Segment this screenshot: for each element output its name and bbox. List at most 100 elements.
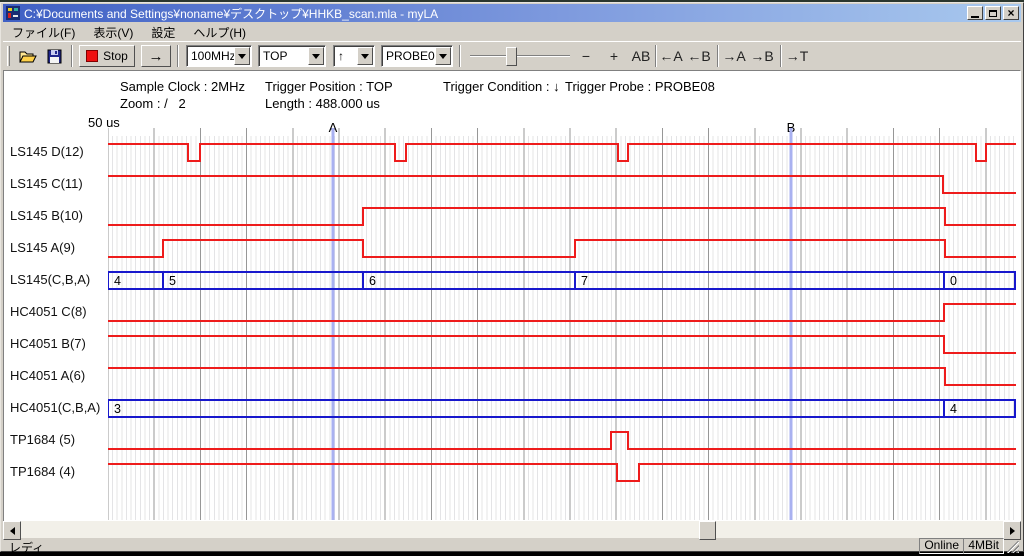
trigger-probe-value: PROBE00 — [386, 49, 435, 63]
waveform-2 — [108, 175, 1016, 194]
marker-label-b[interactable]: B — [786, 120, 796, 135]
horizontal-scrollbar[interactable] — [3, 521, 1021, 540]
waveform-plot[interactable]: 4 5 6 7 0 3 4 — [108, 128, 1016, 520]
toolbar-separator — [655, 45, 657, 67]
channel-label: LS145 C(11) — [10, 176, 83, 191]
online-status-badge: Online — [919, 538, 964, 554]
floppy-disk-icon — [47, 49, 62, 63]
waveform-3 — [108, 207, 1016, 226]
dropdown-button[interactable] — [308, 47, 324, 65]
dropdown-button[interactable] — [234, 47, 250, 65]
scrollbar-thumb[interactable] — [699, 521, 716, 540]
channel-label: HC4051 B(7) — [10, 336, 86, 351]
minimize-button[interactable] — [967, 6, 983, 20]
trigger-position-info: Trigger Position : TOP — [265, 79, 393, 94]
length-info: Length : 488.000 us — [265, 96, 380, 111]
zoom-slider-thumb[interactable] — [506, 47, 517, 66]
marker-b-right-button[interactable]: →B — [750, 48, 774, 64]
toolbar-grip[interactable] — [7, 46, 10, 66]
bus-value: 4 — [950, 402, 957, 416]
trigger-edge-value: ↑ — [338, 49, 344, 63]
menu-view[interactable]: 表示(V) — [93, 25, 134, 40]
open-file-button[interactable] — [15, 45, 40, 67]
trigger-edge-combo[interactable]: ↑ — [333, 45, 375, 67]
menu-file[interactable]: ファイル(F) — [12, 25, 76, 40]
marker-b-left-button[interactable]: ←B — [687, 48, 711, 64]
desktop-edge — [0, 0, 1024, 2]
toolbar-separator — [717, 45, 719, 67]
dropdown-button[interactable] — [357, 47, 373, 65]
bus-value: 5 — [169, 274, 176, 288]
menu-settings[interactable]: 設定 — [151, 25, 176, 40]
zoom-slider-track[interactable] — [470, 55, 570, 57]
waveform-10 — [108, 431, 1016, 450]
run-button[interactable]: → — [141, 45, 171, 67]
toolbar-separator — [459, 45, 461, 67]
app-icon — [6, 6, 20, 20]
sample-clock-value: 100MHz — [191, 49, 234, 63]
chevron-down-icon — [238, 53, 246, 59]
trigger-position-value: TOP — [263, 49, 288, 63]
marker-a-right-button[interactable]: →A — [722, 48, 746, 64]
trigger-probe-combo[interactable]: PROBE00 — [381, 45, 453, 67]
sample-clock-combo[interactable]: 100MHz — [186, 45, 252, 67]
open-folder-icon — [18, 51, 37, 62]
waveform-4 — [108, 239, 1016, 258]
channel-label: LS145 B(10) — [10, 208, 83, 223]
menu-bar: ファイル(F) 表示(V) 設定 ヘルプ(H) — [3, 23, 1021, 41]
trigger-condition-info: Trigger Condition : ↓ — [443, 79, 560, 94]
arrow-right-icon — [1009, 526, 1015, 535]
goto-trigger-button[interactable]: →T — [785, 48, 809, 64]
maximize-button[interactable] — [985, 6, 1001, 20]
run-arrow-icon: → — [148, 47, 164, 65]
trigger-probe-info: Trigger Probe : PROBE08 — [565, 79, 715, 94]
status-bar: レディ Online 4MBit — [3, 538, 1021, 555]
channel-label: LS145(C,B,A) — [10, 272, 91, 287]
toolbar-separator — [780, 45, 782, 67]
waveform-1 — [108, 143, 1016, 162]
bus-value: 7 — [581, 274, 588, 288]
stop-label: Stop — [103, 49, 128, 63]
scroll-right-button[interactable] — [1003, 521, 1021, 540]
waveform-7 — [108, 335, 1016, 354]
zoom-info: Zoom : / 2 — [120, 96, 186, 111]
channel-label: LS145 A(9) — [10, 240, 76, 255]
minimize-icon — [971, 16, 979, 18]
chevron-down-icon — [361, 53, 369, 59]
maximize-icon — [989, 9, 997, 17]
scroll-left-button[interactable] — [3, 521, 21, 540]
resize-grip[interactable] — [1007, 541, 1019, 553]
waveform-8 — [108, 367, 1016, 386]
marker-label-a[interactable]: A — [328, 120, 338, 135]
chevron-down-icon — [312, 53, 320, 59]
waveform-6 — [108, 303, 1016, 322]
zoom-ab-button[interactable]: AB — [631, 48, 651, 64]
bus-value: 0 — [950, 274, 957, 288]
menu-help[interactable]: ヘルプ(H) — [193, 25, 247, 40]
zoom-in-button[interactable]: + — [609, 48, 619, 64]
channel-label: HC4051 C(8) — [10, 304, 87, 319]
channel-label: TP1684 (4) — [10, 464, 76, 479]
marker-a-left-button[interactable]: ←A — [659, 48, 683, 64]
title-bar[interactable]: C:¥Documents and Settings¥noname¥デスクトップ¥… — [3, 4, 1021, 22]
channel-label: TP1684 (5) — [10, 432, 76, 447]
sample-clock-info: Sample Clock : 2MHz — [120, 79, 245, 94]
channel-label: HC4051 A(6) — [10, 368, 86, 383]
arrow-left-icon — [9, 526, 15, 535]
time-division-label: 50 us — [88, 115, 120, 130]
waveform-11 — [108, 463, 1016, 482]
bus-value: 6 — [369, 274, 376, 288]
trigger-position-combo[interactable]: TOP — [258, 45, 326, 67]
waveform-view[interactable]: Sample Clock : 2MHz Zoom : / 2 Trigger P… — [3, 70, 1021, 523]
bus-value: 3 — [114, 402, 121, 416]
zoom-out-button[interactable]: − — [581, 48, 591, 64]
memory-size-badge: 4MBit — [963, 538, 1004, 554]
status-message: レディ — [9, 541, 45, 555]
chevron-down-icon — [439, 53, 447, 59]
channel-label: LS145 D(12) — [10, 144, 84, 159]
save-button[interactable] — [42, 45, 67, 67]
dropdown-button[interactable] — [435, 47, 451, 65]
toolbar-separator — [71, 45, 73, 67]
stop-button[interactable]: Stop — [79, 45, 135, 67]
close-button[interactable]: × — [1003, 6, 1019, 20]
